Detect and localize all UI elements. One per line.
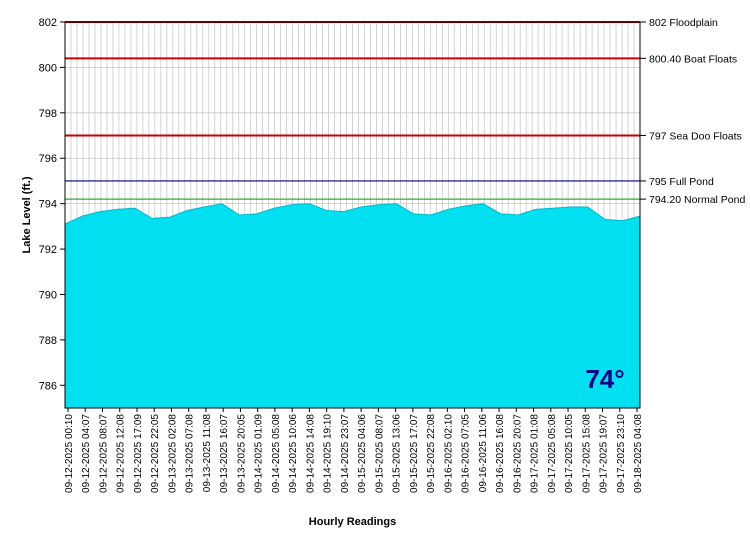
y-tick-label: 792 (39, 244, 57, 256)
x-tick-label: 09-13-2025 20:05 (236, 414, 247, 493)
y-tick-label: 788 (39, 335, 57, 347)
temperature-badge-background (580, 358, 630, 398)
x-tick-label: 09-14-2025 19:10 (323, 414, 334, 493)
reference-label: 800.40 Boat Floats (649, 53, 737, 65)
x-axis-title: Hourly Readings (309, 516, 396, 528)
y-tick-label: 798 (39, 108, 57, 120)
plot-frame (64, 21, 641, 409)
x-tick-label: 09-13-2025 11:08 (202, 414, 213, 493)
x-tick-label: 09-14-2025 01:09 (254, 414, 265, 493)
x-axis-ticks: 09-12-2025 00:10 09-12-2025 04:07 09-12-20… (64, 408, 644, 493)
x-tick-label: 09-15-2025 17:07 (409, 414, 420, 493)
x-tick-label: 09-14-2025 05:08 (271, 414, 282, 493)
x-tick-label: 09-16-2025 11:06 (478, 414, 489, 493)
reference-label: 795 Full Pond (649, 176, 714, 188)
y-axis-ticks: 786 788 790 792 794 796 798 800 802 (39, 17, 65, 392)
reference-label: 794.20 Normal Pond (649, 194, 745, 206)
x-tick-label: 09-16-2025 07:05 (461, 414, 472, 493)
x-tick-label: 09-15-2025 04:06 (357, 414, 368, 493)
x-tick-label: 09-14-2025 23:07 (340, 414, 351, 493)
x-tick-label: 09-18-2025 04:08 (633, 414, 644, 493)
x-tick-label: 09-17-2025 01:08 (530, 414, 541, 493)
x-tick-label: 09-12-2025 17:09 (133, 414, 144, 493)
x-tick-label: 09-15-2025 08:07 (374, 414, 385, 493)
x-tick-label: 09-12-2025 08:07 (98, 414, 109, 493)
x-tick-label: 09-16-2025 02:10 (443, 414, 454, 493)
x-tick-label: 09-17-2025 19:07 (599, 414, 610, 493)
y-tick-label: 796 (39, 153, 57, 165)
x-tick-label: 09-13-2025 16:07 (219, 414, 230, 493)
x-tick-label: 09-13-2025 02:08 (167, 414, 178, 493)
lake-level-area (64, 203, 641, 409)
y-tick-label: 790 (39, 289, 57, 301)
x-tick-label: 09-15-2025 22:08 (426, 414, 437, 493)
x-tick-label: 09-12-2025 22:05 (150, 414, 161, 493)
x-tick-label: 09-17-2025 10:05 (564, 414, 575, 493)
x-tick-label: 09-12-2025 04:07 (81, 414, 92, 493)
x-tick-label: 09-17-2025 23:10 (616, 414, 627, 493)
y-tick-label: 802 (39, 17, 57, 29)
x-tick-label: 09-17-2025 15:08 (581, 414, 592, 493)
y-tick-label: 786 (39, 380, 57, 392)
temperature-badge: 74° (585, 364, 624, 394)
x-tick-label: 09-14-2025 10:06 (288, 414, 299, 493)
y-tick-label: 800 (39, 62, 57, 74)
y-axis-title: Lake Level (ft.) (21, 176, 33, 253)
x-tick-label: 09-12-2025 00:10 (64, 414, 75, 493)
reference-label: 797 Sea Doo Floats (649, 131, 742, 143)
x-tick-label: 09-12-2025 12:08 (116, 414, 127, 493)
x-tick-label: 09-13-2025 07:08 (185, 414, 196, 493)
x-tick-label: 09-16-2025 20:07 (512, 414, 523, 493)
x-tick-label: 09-14-2025 14:08 (305, 414, 316, 493)
x-tick-label: 09-15-2025 13:06 (392, 414, 403, 493)
y-tick-label: 794 (39, 199, 57, 211)
x-tick-label: 09-17-2025 05:08 (547, 414, 558, 493)
x-tick-label: 09-16-2025 16:08 (495, 414, 506, 493)
reference-label: 802 Floodplain (649, 17, 718, 29)
